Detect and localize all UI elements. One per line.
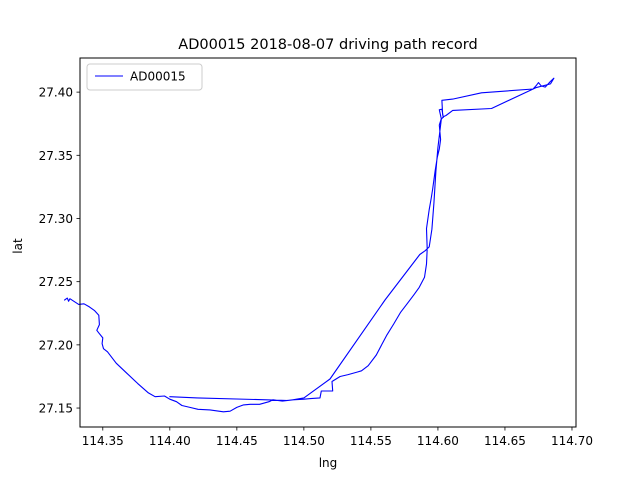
x-tick-label: 114.50 — [283, 434, 325, 448]
axes-frame — [79, 57, 577, 428]
y-tick-label: 27.15 — [39, 402, 73, 416]
x-tick-label: 114.70 — [551, 434, 593, 448]
legend: AD00015 — [86, 63, 203, 91]
y-tick-label: 27.40 — [39, 86, 73, 100]
series-line-0 — [64, 77, 555, 413]
x-axis-label: lng — [319, 456, 338, 470]
x-tick-label: 114.60 — [417, 434, 459, 448]
y-tick-label: 27.35 — [39, 149, 73, 163]
x-tick-label: 114.35 — [82, 434, 124, 448]
y-axis-label: lat — [11, 238, 25, 254]
series-group — [64, 77, 555, 413]
x-tick-label: 114.55 — [350, 434, 392, 448]
x-axis-ticks: 114.35 114.40 114.45 114.50 114.55 114.60 114.… — [82, 427, 593, 448]
x-tick-label: 114.40 — [149, 434, 191, 448]
chart-title: AD00015 2018-08-07 driving path record — [178, 37, 477, 53]
y-tick-label: 27.25 — [39, 275, 73, 289]
y-tick-label: 27.20 — [39, 338, 73, 352]
legend-box — [86, 63, 203, 91]
y-tick-label: 27.30 — [39, 212, 73, 226]
x-tick-label: 114.45 — [216, 434, 258, 448]
y-axis-ticks: 27.15 27.20 27.25 27.30 27.35 27.40 — [39, 86, 80, 416]
x-tick-label: 114.65 — [484, 434, 526, 448]
legend-entry-label: AD00015 — [130, 70, 186, 84]
